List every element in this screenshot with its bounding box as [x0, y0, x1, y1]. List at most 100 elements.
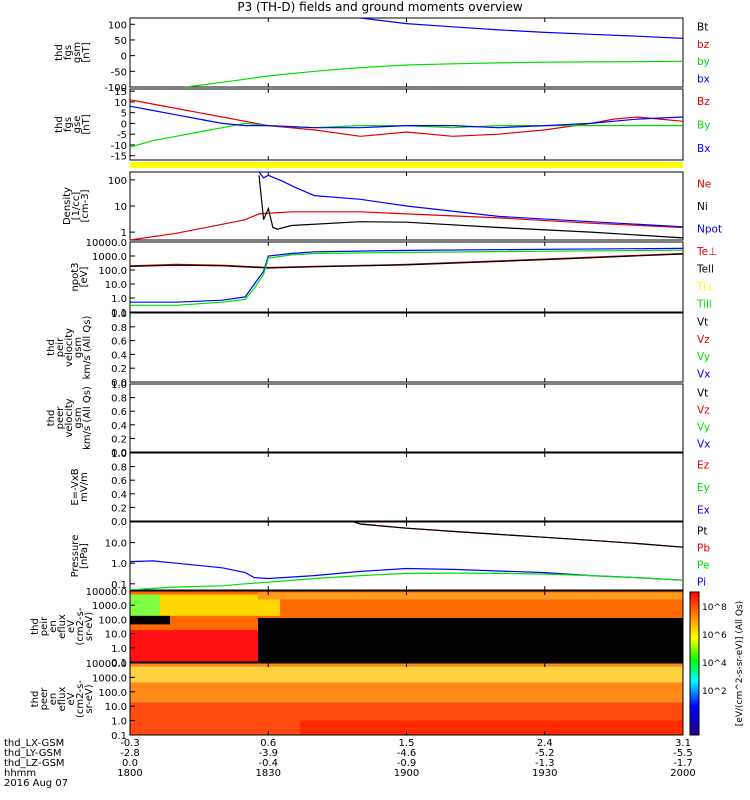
y-tick-label: 0.2 — [111, 503, 127, 514]
y-axis-label: gsm — [73, 407, 84, 428]
y-tick-label: 5 — [121, 109, 127, 120]
legend-item: Ne — [697, 178, 711, 190]
footer-value: -5.5 — [673, 748, 693, 759]
y-tick-label: -10 — [111, 141, 127, 152]
footer-row-label: 2016 Aug 07 — [4, 778, 68, 789]
series-Ne — [130, 211, 683, 240]
y-tick-label: 0.8 — [111, 323, 127, 334]
y-tick-label: 100.0 — [98, 688, 127, 699]
panel-frame — [129, 452, 684, 522]
colorbar: 10^8 10^6 10^4 10^2 [eV/(cm^2-s-sr-eV)] (All… — [689, 591, 745, 736]
series-Pt — [352, 522, 683, 548]
y-axis-label: en — [48, 620, 59, 633]
footer-row-label: thd_LY-GSM — [4, 748, 61, 759]
y-axis-label: velocity — [64, 328, 75, 367]
legend-item: Te⊥ — [696, 246, 717, 258]
panel-8: 10.0 1.0 0.1 Pressure[nPa] Pt Pb Pe Pi — [70, 521, 710, 591]
y-axis-label: peir — [55, 337, 66, 357]
y-axis-label: peer — [39, 687, 50, 711]
legend-item: Till — [696, 298, 712, 310]
legend-item: Vt — [697, 317, 708, 329]
series-Pi — [130, 560, 683, 581]
y-axis-label: km/s (All Qs) — [82, 316, 93, 380]
series-Till — [130, 249, 683, 306]
y-axis-label: peir — [39, 616, 50, 636]
y-tick-label: 0.1 — [111, 658, 127, 669]
footer-value: 1830 — [256, 768, 281, 779]
y-axis-label: E=-VxB — [70, 468, 81, 505]
y-tick-label: 100.0 — [98, 615, 127, 626]
legend-item: Ez — [697, 459, 710, 471]
footer-value: 0.6 — [260, 738, 276, 749]
footer-value: 1900 — [394, 768, 419, 779]
legend-item: Vt — [697, 388, 708, 400]
series-Bx — [130, 105, 683, 129]
y-tick-label: -15 — [111, 152, 127, 163]
spectrogram-band — [130, 594, 280, 616]
y-tick-label: 0.8 — [111, 394, 127, 405]
y-tick-label: -50 — [111, 67, 127, 78]
panel-9: 10000.0 1000.0 100.0 10.0 1.0 0.1 thdpeirenefl… — [30, 587, 684, 669]
y-axis-label: fgs — [63, 45, 74, 60]
y-axis-label: npot3 — [70, 262, 81, 291]
colorbar-tick: 10^6 — [702, 631, 727, 641]
legend-item: Ex — [697, 505, 710, 517]
panel-frame — [129, 521, 684, 591]
footer-value: -0.4 — [258, 758, 278, 769]
legend-item: Pt — [697, 526, 707, 538]
y-axis-label: (cm2-s- — [75, 680, 86, 718]
spectrogram — [130, 591, 683, 662]
series-Tell — [130, 253, 683, 269]
y-axis-label: km/s (All Qs) — [82, 386, 93, 450]
y-axis-label: [cm-3] — [80, 189, 91, 222]
y-tick-label: 0.2 — [111, 434, 127, 445]
y-tick-label: 100 — [108, 176, 127, 187]
spectrogram-band — [258, 592, 683, 600]
series-By — [130, 122, 683, 148]
y-tick-label: 1.0 — [111, 717, 127, 728]
y-tick-label: 1.0 — [111, 559, 127, 570]
y-tick-label: 1000.0 — [92, 673, 127, 684]
panel-10: 10000.0 1000.0 100.0 10.0 1.0 0.1 thdpeerenefl… — [30, 659, 684, 742]
legend-item: Tell — [696, 263, 714, 275]
y-axis-label: thd — [30, 618, 41, 635]
y-axis-label: sr-eV) — [84, 684, 95, 713]
footer-row-label: hhmm — [4, 768, 36, 779]
y-tick-label: 0.6 — [111, 407, 127, 418]
y-axis-label: thd — [46, 339, 57, 356]
series-Ni — [258, 175, 683, 239]
y-axis-label: thd — [30, 691, 41, 708]
y-tick-label: 10000.0 — [86, 587, 127, 598]
y-tick-label: 50 — [114, 36, 127, 47]
legend-item: Bt — [697, 22, 708, 34]
legend-item: Bz — [697, 96, 710, 108]
y-tick-label: 15 — [114, 87, 127, 98]
flag-strip — [130, 162, 683, 168]
spectrogram-band — [300, 720, 683, 735]
y-tick-label: 1.0 — [111, 380, 127, 391]
series-bx — [355, 18, 683, 39]
legend-item: Vy — [697, 422, 710, 434]
footer-value: -1.7 — [673, 758, 693, 769]
legend-item: Npot — [697, 224, 722, 236]
y-axis-label: eflux — [57, 687, 68, 712]
series-group — [130, 99, 683, 148]
legend-item: Pe — [697, 560, 709, 572]
y-axis-label: eV — [66, 692, 77, 705]
y-axis-label: [nT] — [81, 42, 92, 62]
y-tick-label: 10 — [114, 98, 127, 109]
legend-item: Ti⊥ — [696, 281, 715, 293]
y-axis-label: Density — [62, 187, 73, 225]
y-tick-label: -100 — [104, 83, 127, 94]
legend-item: Vz — [697, 334, 710, 346]
plot-title: P3 (TH-D) fields and ground moments over… — [237, 0, 522, 14]
series-Npot — [258, 172, 683, 228]
y-axis-label: velocity — [64, 398, 75, 437]
y-tick-label: 0.2 — [111, 364, 127, 375]
series-Pe — [130, 572, 683, 590]
y-axis-label: thd — [54, 44, 65, 61]
footer-value: -0.3 — [120, 738, 140, 749]
legend-item: Vx — [697, 439, 710, 451]
colorbar-scale — [689, 591, 700, 736]
